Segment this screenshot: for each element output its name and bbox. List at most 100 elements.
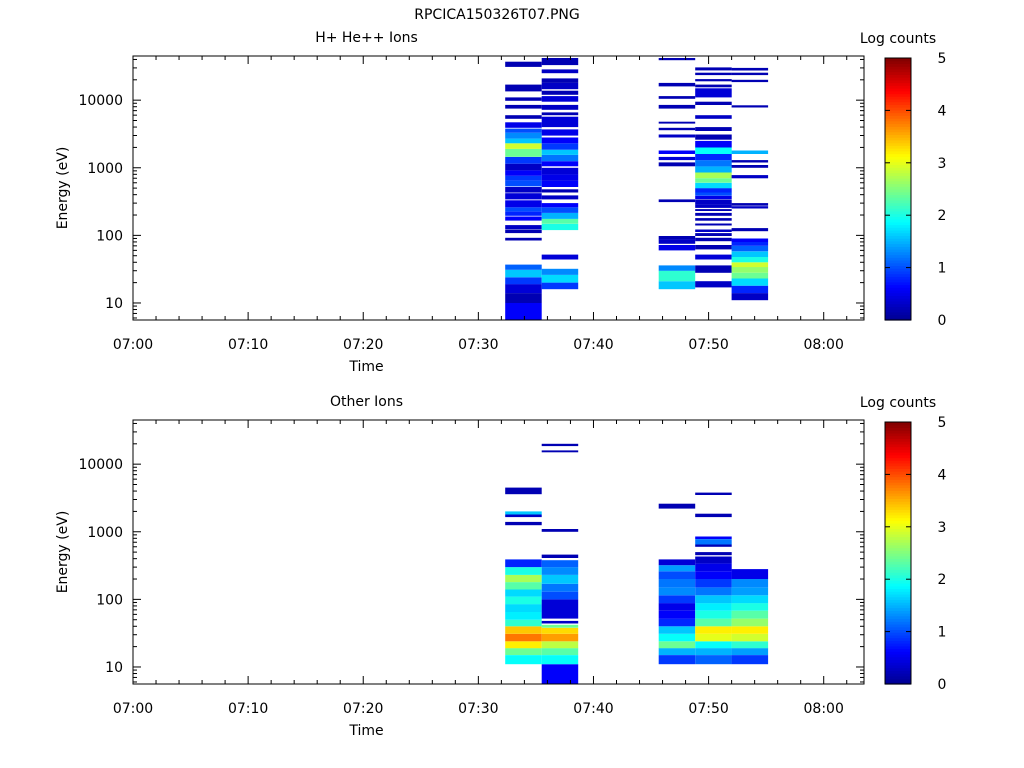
heatmap-cell — [541, 167, 579, 175]
colorbar-swatch — [885, 98, 911, 103]
colorbar-swatch — [885, 670, 911, 674]
heatmap-cell — [695, 72, 732, 76]
colorbar-swatch — [885, 164, 911, 168]
colorbar-swatch — [885, 126, 911, 130]
colorbar-swatch — [885, 238, 911, 242]
x-tick-label: 07:20 — [343, 701, 383, 717]
x-tick-label: 07:30 — [458, 337, 498, 353]
heatmap-cell — [658, 626, 696, 634]
colorbar-swatch — [885, 664, 911, 669]
heatmap-cell — [505, 648, 542, 655]
heatmap-cell — [505, 521, 542, 526]
heatmap-cell — [541, 254, 579, 260]
colorbar-swatch — [885, 74, 911, 78]
heatmap-cell — [541, 641, 579, 649]
colorbar-swatch — [885, 262, 911, 267]
colorbar-swatch — [885, 90, 911, 95]
colorbar-swatch — [885, 161, 911, 166]
x-tick-label: 07:10 — [228, 337, 268, 353]
heatmap-cell — [695, 229, 732, 232]
heatmap-cell — [541, 218, 579, 224]
colorbar-swatch — [885, 295, 911, 299]
colorbar-swatch — [885, 522, 911, 527]
heatmap-cell — [695, 223, 732, 226]
heatmap-cell — [505, 559, 542, 568]
heatmap-cell — [695, 603, 732, 611]
colorbar-swatch — [885, 487, 911, 491]
colorbar-swatch — [885, 457, 911, 461]
heatmap-cell — [695, 655, 732, 665]
colorbar-swatch — [885, 134, 911, 138]
colorbar-swatch — [885, 167, 911, 171]
heatmap-cell — [505, 589, 542, 597]
heatmap-cell — [731, 293, 769, 301]
heatmap-cell — [658, 156, 696, 161]
heatmap-cell — [695, 544, 732, 547]
colorbar-swatch — [885, 189, 911, 193]
colorbar-swatch — [885, 645, 911, 650]
heatmap-cell — [658, 96, 696, 99]
heatmap-cell — [541, 591, 579, 600]
heatmap-cell — [541, 207, 579, 213]
heatmap-cell — [658, 58, 696, 61]
y-tick-label: 1000 — [87, 161, 123, 177]
heatmap-cell — [695, 178, 732, 183]
heatmap-cell — [505, 567, 542, 575]
heatmap-cell — [658, 633, 696, 642]
heatmap-cell — [505, 84, 542, 92]
colorbar-swatch — [885, 498, 911, 502]
heatmap-cell — [695, 265, 732, 273]
heatmap-cell — [541, 69, 579, 74]
heatmap-cell — [658, 618, 696, 627]
colorbar-swatch — [885, 602, 911, 606]
colorbar-swatch — [885, 653, 911, 658]
colorbar-swatch — [885, 512, 911, 516]
x-tick-label: 07:50 — [688, 337, 728, 353]
colorbar-swatch — [885, 205, 911, 209]
heatmap-cell — [695, 579, 732, 588]
colorbar-swatch — [885, 240, 911, 245]
colorbar-swatch — [885, 112, 911, 116]
heatmap-cell — [695, 160, 732, 167]
heatmap-cell — [541, 627, 579, 634]
colorbar-tick-label: 5 — [938, 51, 947, 67]
figure-title: RPCICA150326T07.PNG — [414, 7, 579, 23]
colorbar-swatch — [885, 591, 911, 595]
heatmap-cell — [658, 245, 696, 251]
colorbar-swatch — [885, 273, 911, 277]
heatmap-cell — [541, 268, 579, 275]
heatmap-cell — [658, 655, 696, 665]
colorbar-swatch — [885, 284, 911, 288]
colorbar-swatch — [885, 637, 911, 641]
heatmap-cell — [541, 554, 579, 558]
colorbar-swatch — [885, 276, 911, 280]
colorbar-swatch — [885, 265, 911, 269]
colorbar-swatch — [885, 662, 911, 666]
heatmap-cell — [541, 112, 579, 116]
colorbar-swatch — [885, 533, 911, 538]
heatmap-cell — [731, 285, 769, 294]
colorbar-swatch — [885, 219, 911, 223]
heatmap-cell — [695, 492, 732, 495]
colorbar-swatch — [885, 640, 911, 644]
heatmap-cell — [505, 200, 542, 208]
heatmap-cell — [695, 209, 732, 211]
colorbar-swatch — [885, 150, 911, 155]
heatmap-cell — [505, 303, 542, 320]
heatmap-cell — [731, 587, 769, 596]
colorbar-swatch — [885, 145, 911, 149]
heatmap-cell — [731, 105, 769, 108]
x-tick-label: 07:50 — [688, 701, 728, 717]
heatmap-cell — [505, 619, 542, 627]
heatmap-cell — [695, 147, 732, 154]
colorbar-swatch — [885, 465, 911, 469]
heatmap-cell — [731, 79, 769, 83]
colorbar-tick-label: 3 — [938, 520, 947, 536]
heatmap-cell — [505, 511, 542, 515]
heatmap-cell — [505, 277, 542, 285]
heatmap-cell — [695, 212, 732, 216]
colorbar-swatch — [885, 629, 911, 633]
colorbar-swatch — [885, 175, 911, 179]
heatmap-cell — [541, 624, 579, 628]
